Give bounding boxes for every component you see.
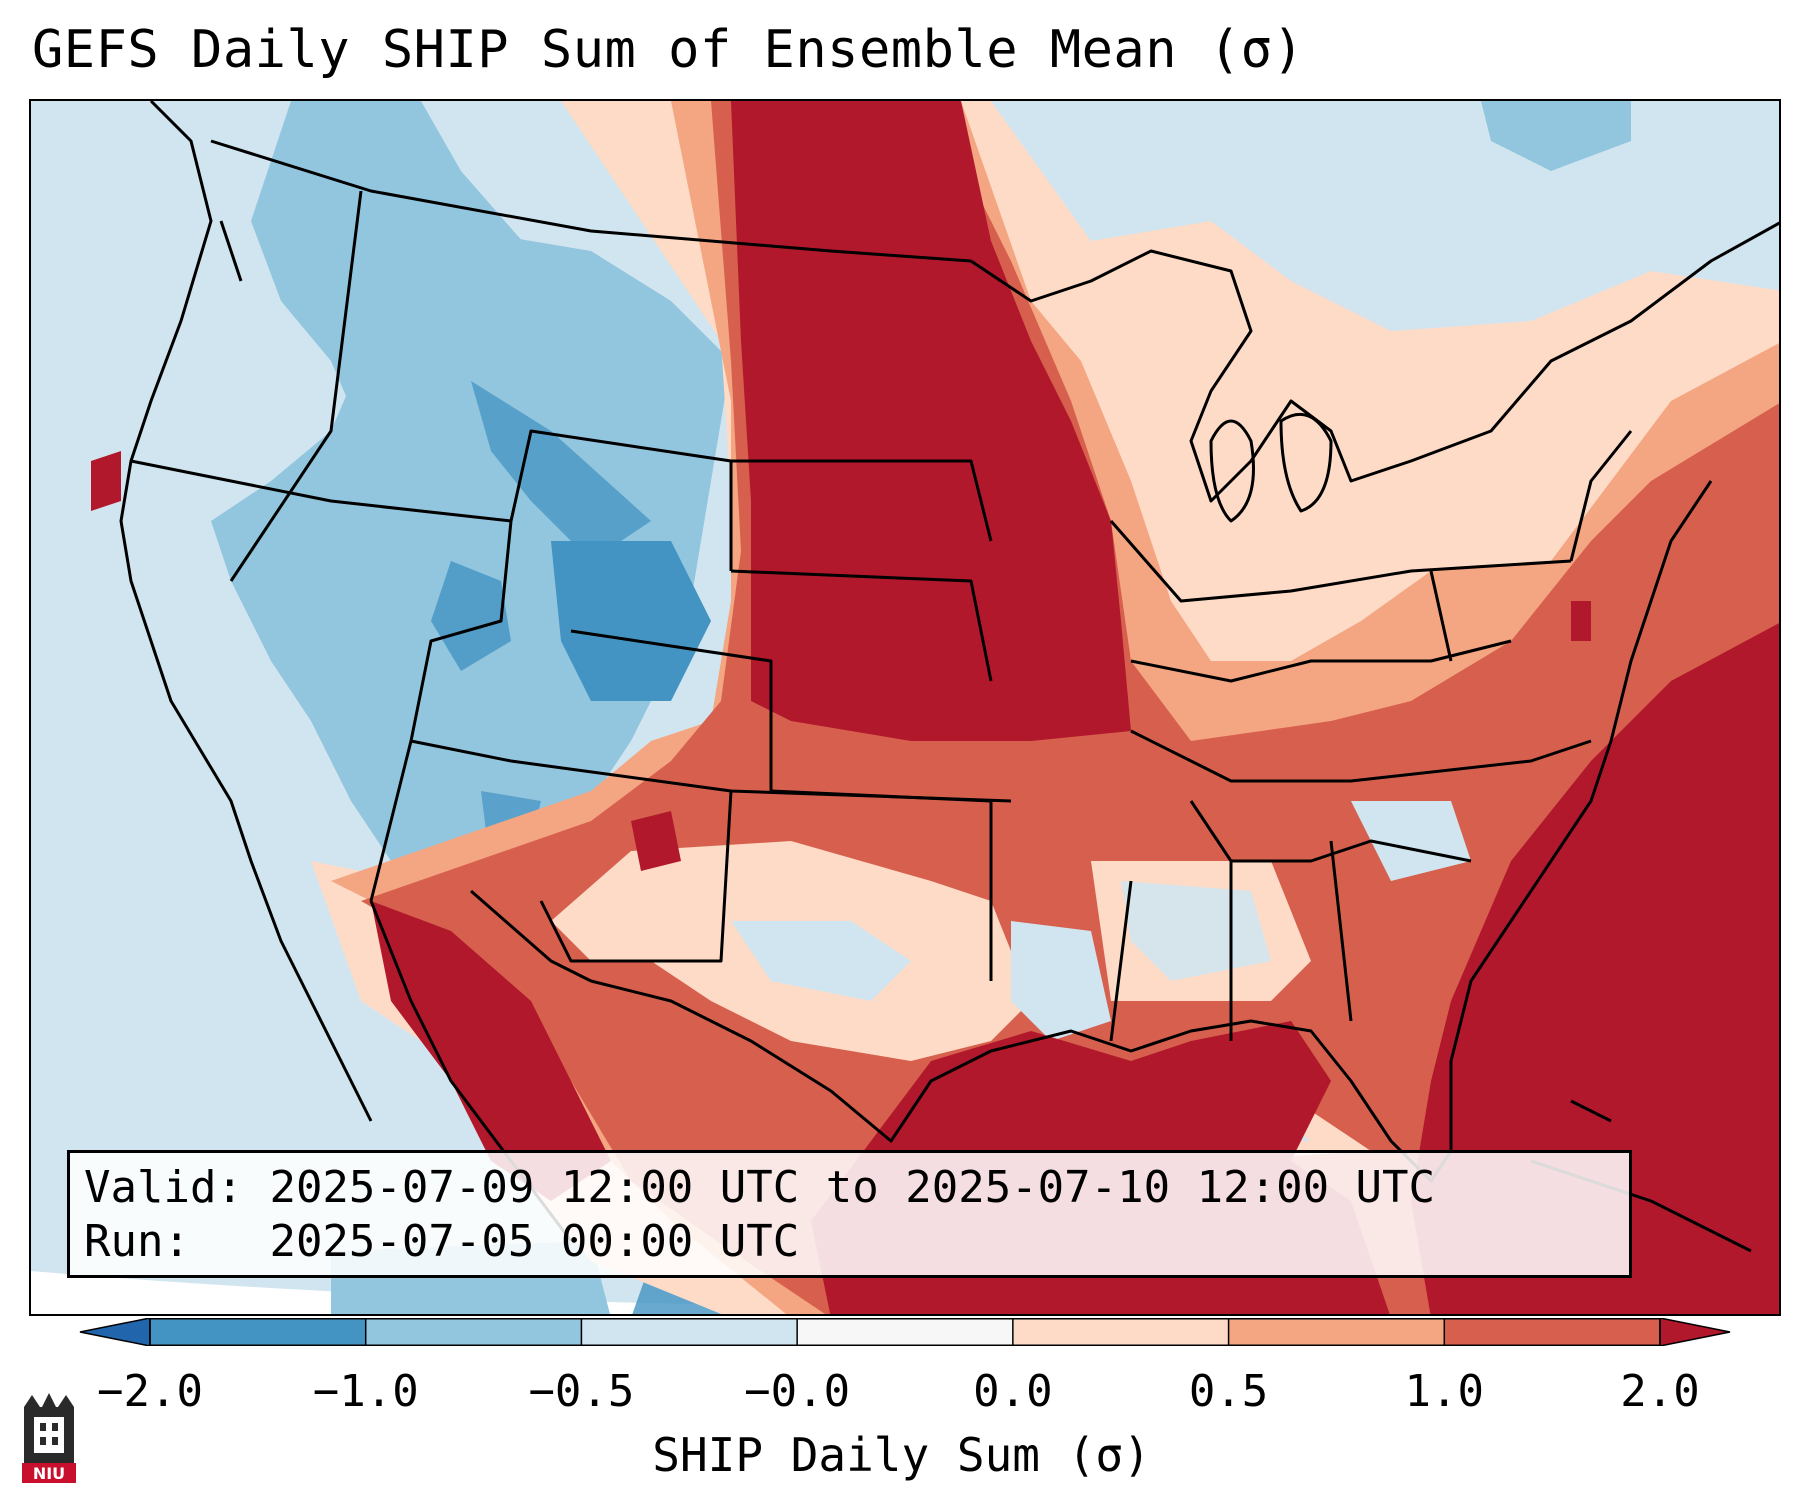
logo-text: NIU — [33, 1464, 65, 1483]
run-label: Run: — [84, 1216, 190, 1267]
colorbar-under-triangle — [79, 1318, 151, 1346]
valid-run-info-box: Valid: 2025-07-09 12:00 UTC to 2025-07-1… — [67, 1150, 1632, 1278]
colorbar-tick-label: 2.0 — [1620, 1366, 1700, 1417]
colorbar-tick-label: −2.0 — [97, 1366, 203, 1417]
niu-logo: NIU — [22, 1393, 76, 1483]
valid-label: Valid: — [84, 1162, 243, 1213]
colorbar-segment — [365, 1318, 582, 1346]
colorbar-label: SHIP Daily Sum (σ) — [652, 1428, 1151, 1482]
texas-cool-patch — [731, 921, 911, 1001]
colorbar-tick-label: −1.0 — [312, 1366, 419, 1417]
colorbar-tick-label: 1.0 — [1404, 1366, 1485, 1417]
colorbar-segment — [581, 1318, 798, 1346]
colorbar — [79, 1318, 1731, 1346]
colorbar-tick-label: −0.0 — [744, 1366, 851, 1417]
boundaries — [119, 101, 1779, 1253]
map-title: GEFS Daily SHIP Sum of Ensemble Mean (σ) — [32, 20, 1305, 80]
ship-field-map — [31, 101, 1779, 1314]
colorbar-segment — [797, 1318, 1014, 1346]
colorbar-over-triangle — [1659, 1318, 1731, 1346]
run-time: 2025-07-05 00:00 UTC — [269, 1216, 800, 1267]
colorbar-segment — [1444, 1318, 1661, 1346]
colorbar-segment — [1228, 1318, 1445, 1346]
colorbar-segment — [1012, 1318, 1230, 1346]
colorbar-segment — [150, 1318, 367, 1346]
valid-time: 2025-07-09 12:00 UTC to 2025-07-10 12:00… — [269, 1162, 1436, 1213]
colorbar-tick-label: 0.0 — [973, 1366, 1053, 1417]
colorbar-tick-label: −0.5 — [528, 1366, 635, 1417]
colorbar-tick-label: 0.5 — [1188, 1366, 1269, 1417]
map-panel — [29, 99, 1781, 1316]
